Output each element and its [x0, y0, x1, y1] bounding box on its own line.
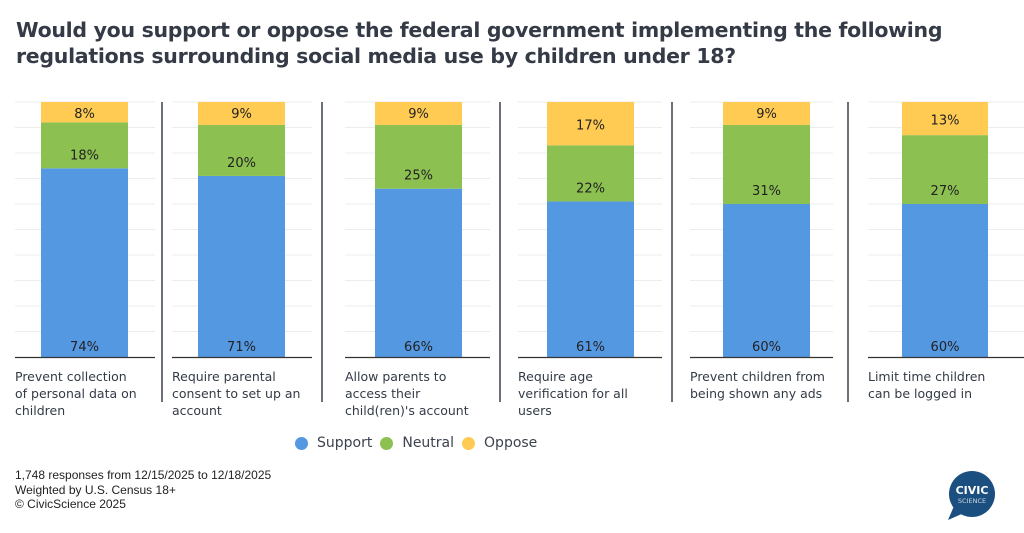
bar-segment-support — [41, 168, 128, 357]
civicscience-logo: CIVIC SCIENCE — [948, 471, 995, 520]
bar-segment-oppose — [375, 102, 462, 125]
chart-title: Would you support or oppose the federal … — [16, 18, 943, 68]
legend-label-neutral: Neutral — [402, 435, 455, 451]
category-label-line: children — [15, 403, 66, 418]
category-label-line: Require parental — [172, 369, 276, 384]
data-label-neutral: 31% — [752, 184, 781, 199]
category-label-line: Require age — [518, 369, 593, 384]
bar-segment-oppose — [902, 102, 988, 136]
data-label-oppose: 13% — [931, 114, 960, 129]
legend-label-support: Support — [317, 435, 373, 451]
category-label: Prevent children from being shown any ads — [690, 368, 825, 402]
logo-bubble-tail — [948, 506, 964, 520]
category-label-line: Prevent children from — [690, 369, 825, 384]
bar-segment-neutral — [375, 124, 462, 189]
category-label-line: account — [172, 403, 222, 418]
data-label-support: 61% — [576, 340, 605, 355]
bar-segment-support — [547, 201, 634, 357]
footnote-copyright: © CivicScience 2025 — [15, 497, 126, 511]
bar-segment-neutral — [41, 122, 128, 169]
data-label-neutral: 27% — [931, 184, 960, 199]
data-label-oppose: 9% — [231, 107, 252, 122]
data-label-oppose: 9% — [408, 107, 429, 122]
legend-item-neutral: Neutral — [380, 435, 454, 451]
data-label-neutral: 18% — [70, 148, 99, 163]
bar-segment-oppose — [41, 102, 128, 123]
data-label-support: 74% — [70, 340, 99, 355]
data-label-support: 60% — [931, 340, 960, 355]
data-label-oppose: 9% — [756, 107, 777, 122]
logo-text-civic: CIVIC — [956, 484, 989, 497]
logo-text-science: SCIENCE — [958, 497, 986, 505]
bar-segment-support — [198, 175, 285, 357]
logo-bubble — [949, 471, 995, 517]
category-label-line: verification for all — [518, 386, 628, 401]
legend-dot-support — [295, 436, 308, 450]
data-label-oppose: 17% — [576, 119, 605, 134]
legend-dot-neutral — [380, 436, 394, 450]
category-label-line: being shown any ads — [690, 386, 823, 401]
bar-segment-neutral — [902, 135, 988, 204]
data-label-oppose: 8% — [74, 107, 95, 122]
category-label: Require age verification for all users — [518, 368, 628, 419]
bar-segment-support — [375, 188, 462, 357]
category-label-line: users — [518, 403, 552, 418]
category-label-line: can be logged in — [868, 386, 973, 401]
bar-segment-support — [902, 204, 988, 357]
bar-segment-support — [723, 204, 810, 357]
category-label-line: consent to set up an — [172, 386, 301, 401]
category-label-line: access their — [345, 386, 421, 401]
category-label: Prevent collection of personal data on chi… — [15, 368, 137, 419]
footnote: 1,748 responses from 12/15/2025 to 12/18… — [15, 468, 271, 512]
category-label-line: Prevent collection — [15, 369, 127, 384]
bar-segment-neutral — [723, 124, 810, 204]
category-label: Allow parents to access their child(ren)'s… — [345, 368, 469, 419]
data-label-neutral: 20% — [227, 156, 256, 171]
legend: Support Neutral Oppose — [295, 435, 545, 451]
category-label-line: Limit time children — [868, 369, 986, 384]
bar-segment-oppose — [547, 102, 634, 146]
legend-dot-oppose — [462, 436, 476, 450]
category-label-line: child(ren)'s account — [345, 403, 469, 418]
footnote-responses: 1,748 responses from 12/15/2025 to 12/18… — [15, 468, 272, 482]
bar-segment-neutral — [547, 145, 634, 202]
legend-item-support: Support — [295, 435, 372, 451]
bar-segment-neutral — [198, 124, 285, 176]
data-label-support: 60% — [752, 340, 781, 355]
bar-segment-oppose — [723, 102, 810, 125]
category-label: Limit time children can be logged in — [868, 368, 985, 402]
data-label-support: 71% — [227, 340, 256, 355]
category-label-line: of personal data on — [15, 386, 137, 401]
legend-label-oppose: Oppose — [484, 435, 538, 451]
category-label-line: Allow parents to — [345, 369, 447, 384]
data-label-neutral: 22% — [576, 181, 605, 196]
footnote-weighting: Weighted by U.S. Census 18+ — [15, 482, 176, 497]
legend-item-oppose: Oppose — [462, 435, 537, 451]
data-label-support: 66% — [404, 340, 433, 355]
data-label-neutral: 25% — [404, 169, 433, 184]
bar-segment-oppose — [198, 102, 285, 125]
category-label: Require parental consent to set up an acco… — [172, 368, 300, 419]
